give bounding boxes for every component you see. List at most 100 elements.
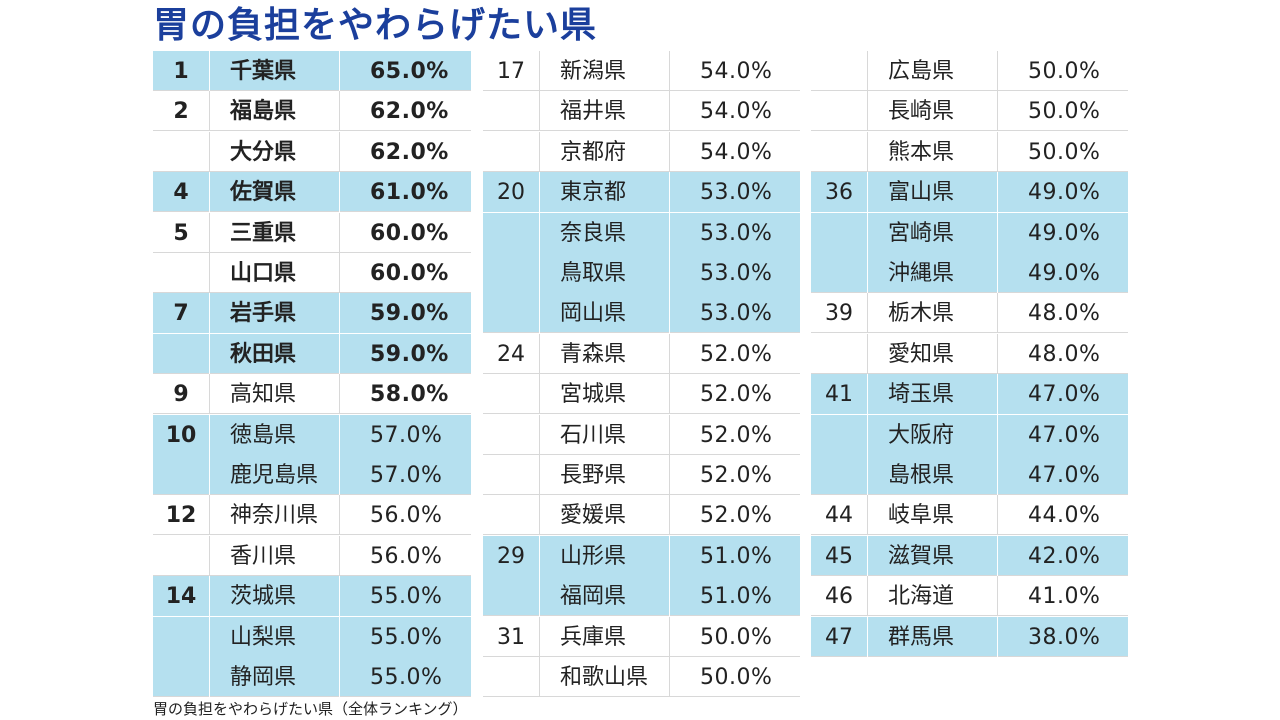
rank-cell bbox=[483, 657, 539, 697]
table-row: 熊本県 50.0% bbox=[811, 132, 1128, 172]
percentage-value: 47.0% bbox=[997, 455, 1128, 495]
caption: 胃の負担をやわらげたい県（全体ランキング） bbox=[153, 700, 468, 718]
prefecture-name: 長崎県 bbox=[867, 91, 997, 131]
prefecture-name: 鹿児島県 bbox=[209, 455, 339, 495]
percentage-value: 52.0% bbox=[669, 495, 800, 535]
percentage-value: 47.0% bbox=[997, 415, 1128, 455]
rank-cell bbox=[483, 213, 539, 253]
rank-cell bbox=[483, 91, 539, 131]
table-row: 10 徳島県 57.0% bbox=[153, 415, 471, 455]
rank-cell bbox=[811, 213, 867, 253]
percentage-value: 50.0% bbox=[669, 657, 800, 697]
prefecture-name: 東京都 bbox=[539, 172, 669, 212]
table-row: 44 岐阜県 44.0% bbox=[811, 495, 1128, 535]
percentage-value: 54.0% bbox=[669, 91, 800, 131]
rank-cell: 2 bbox=[173, 99, 189, 124]
table-row: 46 北海道 41.0% bbox=[811, 576, 1128, 616]
percentage-value: 47.0% bbox=[997, 374, 1128, 414]
table-row: 14 茨城県 55.0% bbox=[153, 576, 471, 616]
rank-cell bbox=[153, 536, 209, 576]
table-row: 静岡県 55.0% bbox=[153, 657, 471, 697]
prefecture-name: 岐阜県 bbox=[867, 495, 997, 535]
rank-cell: 14 bbox=[165, 584, 197, 609]
table-row: 29 山形県 51.0% bbox=[483, 536, 800, 576]
table-row: 20 東京都 53.0% bbox=[483, 172, 800, 212]
percentage-value: 57.0% bbox=[339, 455, 471, 495]
percentage-value: 59.0% bbox=[339, 334, 471, 374]
rank-cell bbox=[811, 91, 867, 131]
percentage-value: 48.0% bbox=[997, 334, 1128, 374]
table-row: 9 高知県 58.0% bbox=[153, 374, 471, 414]
prefecture-name: 三重県 bbox=[209, 213, 339, 253]
rank-cell: 9 bbox=[173, 382, 189, 407]
rank-cell bbox=[483, 293, 539, 333]
rank-cell bbox=[483, 455, 539, 495]
rank-cell: 5 bbox=[173, 221, 189, 246]
prefecture-name: 岡山県 bbox=[539, 293, 669, 333]
rank-cell: 7 bbox=[173, 301, 189, 326]
table-row: 和歌山県 50.0% bbox=[483, 657, 800, 697]
rank-cell: 31 bbox=[497, 625, 525, 650]
prefecture-name: 香川県 bbox=[209, 536, 339, 576]
percentage-value: 49.0% bbox=[997, 172, 1128, 212]
table-row: 福岡県 51.0% bbox=[483, 576, 800, 616]
rank-cell bbox=[153, 334, 209, 374]
rank-cell: 39 bbox=[825, 301, 853, 326]
table-row: 41 埼玉県 47.0% bbox=[811, 374, 1128, 414]
prefecture-name: 秋田県 bbox=[209, 334, 339, 374]
page-title: 胃の負担をやわらげたい県 bbox=[153, 5, 598, 46]
prefecture-name: 大阪府 bbox=[867, 415, 997, 455]
percentage-value: 62.0% bbox=[339, 91, 471, 131]
prefecture-name: 石川県 bbox=[539, 415, 669, 455]
rank-cell: 4 bbox=[173, 180, 189, 205]
table-row: 大阪府 47.0% bbox=[811, 415, 1128, 455]
table-row: 47 群馬県 38.0% bbox=[811, 617, 1128, 657]
table-row: 山梨県 55.0% bbox=[153, 617, 471, 657]
rank-cell: 17 bbox=[497, 59, 525, 84]
prefecture-name: 滋賀県 bbox=[867, 536, 997, 576]
prefecture-name: 沖縄県 bbox=[867, 253, 997, 293]
table-row: 広島県 50.0% bbox=[811, 51, 1128, 91]
table-row: 24 青森県 52.0% bbox=[483, 334, 800, 374]
rank-cell bbox=[483, 253, 539, 293]
table-row: 5 三重県 60.0% bbox=[153, 213, 471, 253]
prefecture-name: 青森県 bbox=[539, 334, 669, 374]
table-row: 京都府 54.0% bbox=[483, 132, 800, 172]
rank-cell bbox=[153, 455, 209, 495]
percentage-value: 50.0% bbox=[997, 91, 1128, 131]
table-row: 愛知県 48.0% bbox=[811, 334, 1128, 374]
table-row: 秋田県 59.0% bbox=[153, 334, 471, 374]
percentage-value: 60.0% bbox=[339, 213, 471, 253]
table-row: 香川県 56.0% bbox=[153, 536, 471, 576]
table-row: 宮崎県 49.0% bbox=[811, 213, 1128, 253]
percentage-value: 50.0% bbox=[997, 132, 1128, 172]
percentage-value: 53.0% bbox=[669, 172, 800, 212]
table-row: 長野県 52.0% bbox=[483, 455, 800, 495]
percentage-value: 57.0% bbox=[339, 415, 471, 455]
rank-cell bbox=[811, 51, 867, 91]
rank-cell bbox=[483, 415, 539, 455]
prefecture-name: 神奈川県 bbox=[209, 495, 339, 535]
percentage-value: 50.0% bbox=[669, 617, 800, 657]
ranking-column-2: 17 新潟県 54.0% 福井県 54.0% 京都府 54.0% 20 東京都 53.0% 奈良県 5… bbox=[483, 51, 800, 697]
rank-cell: 44 bbox=[825, 503, 853, 528]
percentage-value: 51.0% bbox=[669, 576, 800, 616]
ranking-column-3: 広島県 50.0% 長崎県 50.0% 熊本県 50.0% 36 富山県 49.0% 宮崎県 49.… bbox=[811, 51, 1128, 657]
rank-cell bbox=[153, 617, 209, 657]
prefecture-name: 茨城県 bbox=[209, 576, 339, 616]
prefecture-name: 宮崎県 bbox=[867, 213, 997, 253]
prefecture-name: 大分県 bbox=[209, 132, 339, 172]
prefecture-name: 埼玉県 bbox=[867, 374, 997, 414]
prefecture-name: 京都府 bbox=[539, 132, 669, 172]
percentage-value: 38.0% bbox=[997, 617, 1128, 657]
rank-cell bbox=[811, 132, 867, 172]
table-row: 奈良県 53.0% bbox=[483, 213, 800, 253]
rank-cell: 46 bbox=[825, 584, 853, 609]
percentage-value: 54.0% bbox=[669, 51, 800, 91]
percentage-value: 58.0% bbox=[339, 374, 471, 414]
percentage-value: 55.0% bbox=[339, 617, 471, 657]
rank-cell: 45 bbox=[825, 544, 853, 569]
rank-cell bbox=[153, 253, 209, 293]
prefecture-name: 徳島県 bbox=[209, 415, 339, 455]
rank-cell bbox=[483, 495, 539, 535]
